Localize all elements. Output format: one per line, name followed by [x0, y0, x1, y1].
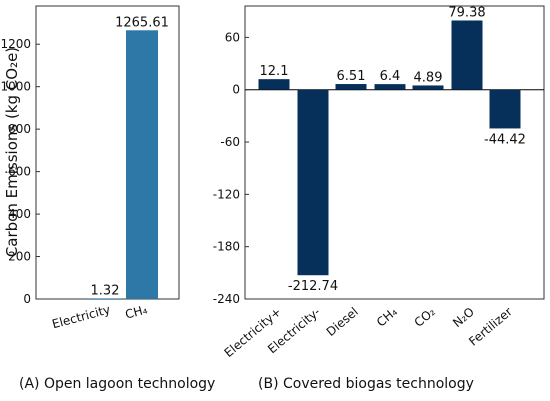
panel-a-category-label: Electricity: [51, 302, 112, 331]
panel-b-y-tick-label: -180: [213, 240, 240, 254]
panel-a-data-labels: 1.32 1265.61: [91, 15, 169, 298]
panel-b-bar: [451, 20, 483, 90]
panel-b-y-tick-label: 0: [232, 83, 240, 97]
panel-b-bar: [412, 85, 444, 90]
panel-b-frame: [244, 5, 545, 300]
panel-a-y-tick-label: 600: [8, 165, 31, 179]
panel-b-category-label: CO₂: [412, 304, 438, 329]
panel-a-y-tick-label: 400: [8, 207, 31, 221]
panel-b-caption: (B) Covered biogas technology: [258, 376, 474, 392]
panel-b-bar: [374, 84, 406, 90]
panel-a-y-tick-label: 1200: [0, 37, 31, 51]
panel-a-bars: [89, 30, 158, 300]
panel-a-caption: (A) Open lagoon technology: [19, 376, 215, 392]
panel-b-data-label: 6.51: [337, 69, 366, 84]
panel-a-bar: [126, 30, 158, 300]
panel-b-categories: Electricity+Electricity- Diesel CH₄ CO₂ N₂OF…: [222, 304, 515, 360]
panel-b-data-label: 12.1: [260, 64, 289, 79]
panel-b-data-labels: 12.1 -212.74 6.51 6.4 4.89 79.38 -44.42: [260, 5, 526, 294]
panel-b: -240 -180 -120 -60 0 60 12.1 -212.74 6.51 6.4 4.8…: [213, 5, 545, 392]
panel-b-y-tick-label: 60: [225, 30, 240, 44]
panel-b-y-tick-label: -240: [213, 292, 240, 306]
panel-a: 0 200 400 600 800 1000 1200 1.32 1265.61 Electr…: [0, 5, 215, 392]
panel-b-y-tick-label: -120: [213, 187, 240, 201]
panel-b-data-label: 6.4: [380, 69, 401, 84]
panel-b-bars: [258, 20, 521, 276]
panel-a-bar: [89, 298, 121, 300]
panel-b-bar: [489, 89, 521, 129]
panel-a-y-tick-label: 800: [8, 122, 31, 136]
panel-b-bar: [335, 84, 367, 90]
panel-b-y-ticks: -240 -180 -120 -60 0 60: [213, 30, 249, 306]
panel-b-category-label: N₂O: [450, 305, 477, 331]
panel-b-data-label: 79.38: [448, 5, 485, 20]
panel-a-categories: Electricity CH₄: [51, 302, 149, 331]
panel-b-data-label: 4.89: [414, 70, 443, 85]
panel-b-y-tick-label: -60: [220, 135, 240, 149]
panel-a-y-tick-label: 200: [8, 250, 31, 264]
panel-b-category-label: Diesel: [324, 305, 361, 339]
panel-b-category-label: Fertilizer: [466, 305, 515, 349]
panel-a-y-axis-label: Carbon Emissions (kg CO₂e): [3, 47, 21, 257]
panel-b-category-label: CH₄: [374, 304, 400, 329]
panel-b-bar: [258, 79, 290, 90]
panel-a-y-tick-label: 1000: [0, 80, 31, 94]
panel-b-data-label: -212.74: [288, 279, 338, 294]
panel-b-data-label: -44.42: [484, 132, 526, 147]
panel-a-category-label: CH₄: [124, 302, 149, 321]
panel-b-bar: [297, 89, 329, 276]
panel-a-y-tick-label: 0: [23, 292, 31, 306]
panel-a-y-ticks: 0 200 400 600 800 1000 1200: [0, 37, 40, 306]
panel-a-data-label: 1.32: [91, 284, 120, 299]
panel-a-data-label: 1265.61: [115, 15, 169, 30]
